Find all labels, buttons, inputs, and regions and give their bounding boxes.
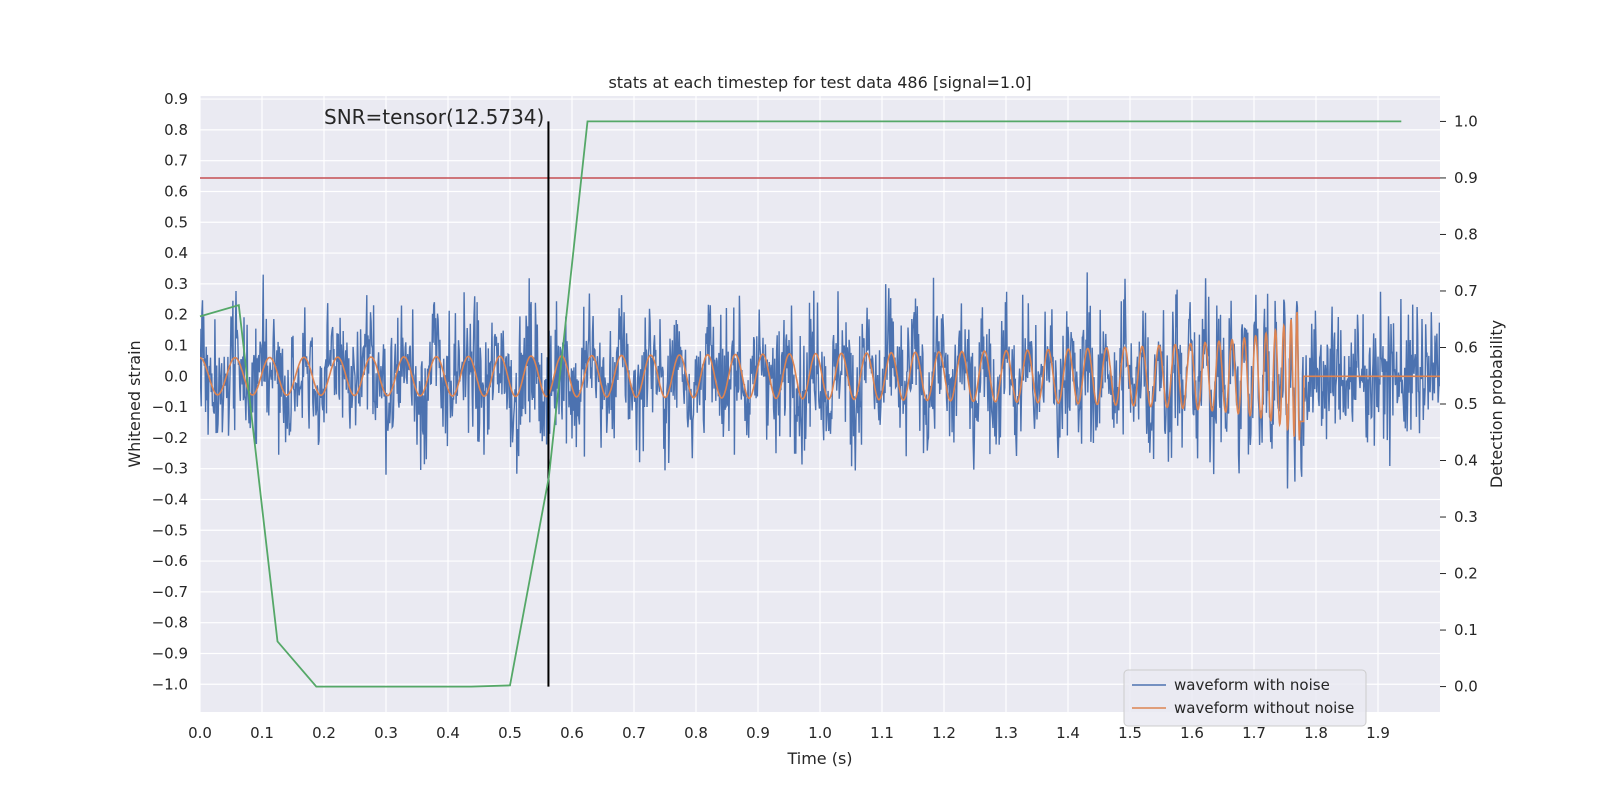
x-axis-label: Time (s) (786, 749, 852, 768)
y-tick-label: 0.9 (164, 90, 188, 108)
y-tick-label: −0.1 (152, 398, 188, 416)
y-tick-label: −0.9 (152, 644, 188, 662)
y-tick-label: 0.5 (164, 213, 188, 231)
y2-tick-label: 0.6 (1454, 338, 1478, 356)
x-tick-label: 0.2 (312, 724, 336, 742)
snr-annotation: SNR=tensor(12.5734) (324, 105, 544, 129)
x-tick-label: 0.9 (746, 724, 770, 742)
y-tick-label: −0.7 (152, 583, 188, 601)
y2-tick-label: 0.5 (1454, 395, 1478, 413)
y-tick-label: −0.3 (152, 460, 188, 478)
y-tick-label: 0.3 (164, 275, 188, 293)
y2-tick-label: 0.4 (1454, 452, 1478, 470)
x-tick-label: 0.1 (250, 724, 274, 742)
y-tick-label: −1.0 (152, 675, 188, 693)
x-tick-label: 1.6 (1180, 724, 1204, 742)
y-tick-label: 0.6 (164, 182, 188, 200)
grid (199, 96, 1440, 712)
y-axis-right: 1.0 0.9 0.8 0.7 0.6 0.5 0.4 0.3 0.2 0.1 0.0 (1440, 112, 1478, 696)
y2-tick-label: 0.8 (1454, 225, 1478, 243)
x-tick-label: 0.7 (622, 724, 646, 742)
series-waveform-without-noise (200, 311, 1440, 441)
y2-tick-label: 0.9 (1454, 169, 1478, 187)
y-tick-label: 0.0 (164, 367, 188, 385)
legend: waveform with noise waveform without noi… (1123, 669, 1367, 727)
y-tick-label: −0.4 (152, 490, 188, 508)
y-tick-label: −0.6 (152, 552, 188, 570)
y-tick-label: 0.4 (164, 244, 188, 262)
y-tick-label: 0.2 (164, 306, 188, 324)
x-tick-label: 1.4 (1056, 724, 1080, 742)
x-tick-label: 1.1 (870, 724, 894, 742)
series-waveform-with-noise (200, 272, 1440, 489)
x-tick-label: 0.5 (498, 724, 522, 742)
x-tick-label: 0.8 (684, 724, 708, 742)
y-tick-label: −0.5 (152, 521, 188, 539)
y2-tick-label: 0.3 (1454, 508, 1478, 526)
x-tick-label: 1.5 (1118, 724, 1142, 742)
y-tick-label: −0.8 (152, 614, 188, 632)
y2-tick-label: 0.1 (1454, 621, 1478, 639)
legend-label-noise: waveform with noise (1174, 676, 1330, 694)
x-tick-label: 1.2 (932, 724, 956, 742)
y-tick-label: 0.8 (164, 121, 188, 139)
x-tick-label: 0.6 (560, 724, 584, 742)
x-tick-label: 0.4 (436, 724, 460, 742)
x-tick-label: 1.3 (994, 724, 1018, 742)
y-axis-left: 0.9 0.8 0.7 0.6 0.5 0.4 0.3 0.2 0.1 0.0 −0.1 −0.2 −0… (152, 90, 188, 693)
x-tick-label: 1.8 (1304, 724, 1328, 742)
chart-title: stats at each timestep for test data 486… (608, 73, 1031, 92)
series-detection-probability (199, 120, 1402, 688)
y2-tick-label: 0.2 (1454, 565, 1478, 583)
legend-box (1123, 669, 1367, 727)
x-tick-label: 0.3 (374, 724, 398, 742)
x-tick-label: 1.9 (1366, 724, 1390, 742)
y2-tick-label: 0.7 (1454, 282, 1478, 300)
y2-tick-label: 1.0 (1454, 112, 1478, 130)
y-tick-label: −0.2 (152, 429, 188, 447)
x-tick-label: 1.0 (808, 724, 832, 742)
y2-axis-label: Detection probability (1487, 320, 1506, 488)
y-tick-label: 0.1 (164, 336, 188, 354)
x-tick-label: 0.0 (188, 724, 212, 742)
legend-label-clean: waveform without noise (1174, 699, 1354, 717)
x-axis: 0.0 0.1 0.2 0.3 0.4 0.5 0.6 0.7 0.8 0.9 1.0 1.1 1.2 1… (188, 724, 1390, 742)
x-tick-label: 1.7 (1242, 724, 1266, 742)
y2-tick-label: 0.0 (1454, 678, 1478, 696)
y-axis-label: Whitened strain (125, 340, 144, 467)
y-tick-label: 0.7 (164, 152, 188, 170)
